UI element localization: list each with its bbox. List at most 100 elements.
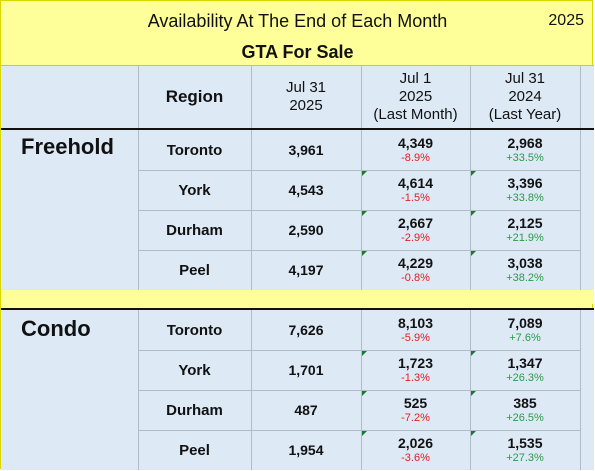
last-year-cell: 1,535 +27.3%	[470, 430, 580, 470]
table-row: Toronto 3,961 4,349 -8.9% 2,968 +33.5%	[1, 130, 594, 170]
last-year-change: +7.6%	[509, 332, 541, 344]
last-year-value: 3,396	[507, 175, 543, 191]
last-year-change: +26.5%	[506, 412, 544, 424]
last-year-value: 385	[513, 395, 537, 411]
comment-marker-icon	[471, 211, 476, 216]
last-year-value: 1,535	[507, 435, 543, 451]
current-cell: 1,954	[251, 430, 361, 470]
table-row: Peel 4,197 4,229 -0.8% 3,038 +38.2%	[1, 250, 594, 290]
last-month-cell: 2,667 -2.9%	[361, 210, 470, 250]
row-divider	[1, 65, 594, 66]
comment-marker-icon	[471, 171, 476, 176]
column-divider	[361, 65, 362, 128]
current-value: 7,626	[288, 322, 324, 338]
last-month-value: 2,026	[397, 435, 434, 451]
last-month-value: 4,614	[397, 175, 434, 191]
last-year-value: 2,125	[507, 215, 543, 231]
region-cell: Durham	[138, 210, 251, 250]
region-name: Peel	[179, 261, 210, 279]
table-row: Peel 1,954 2,026 -3.6% 1,535 +27.3%	[1, 430, 594, 470]
last-year-change: +21.9%	[506, 232, 544, 244]
last-year-change: +26.3%	[506, 372, 544, 384]
column-divider	[138, 65, 139, 128]
divider	[1, 308, 594, 310]
region-name: Toronto	[166, 321, 223, 339]
row-divider	[138, 250, 580, 251]
comment-marker-icon	[362, 391, 367, 396]
last-month-change: -1.5%	[401, 192, 430, 204]
table-row: Durham 487 525 -7.2% 385 +26.5%	[1, 390, 594, 430]
comment-marker-icon	[362, 211, 367, 216]
current-cell: 1,701	[251, 350, 361, 390]
last-year-value: 1,347	[507, 355, 543, 371]
last-year-value: 2,968	[507, 135, 543, 151]
subtitle-row: GTA For Sale	[1, 41, 594, 65]
region-cell: Toronto	[138, 130, 251, 170]
current-cell: 7,626	[251, 310, 361, 350]
current-value: 1,701	[288, 362, 324, 378]
row-divider	[138, 170, 580, 171]
last-year-cell: 2,968 +33.5%	[470, 130, 580, 170]
column-divider	[470, 65, 471, 128]
comment-marker-icon	[362, 171, 367, 176]
current-value: 2,590	[288, 222, 324, 238]
last-month-change: -3.6%	[401, 452, 430, 464]
last-year-change: +38.2%	[506, 272, 544, 284]
last-month-change: -1.3%	[401, 372, 430, 384]
column-divider	[251, 65, 252, 128]
last-month-value: 1,723	[397, 355, 434, 371]
column-divider	[580, 130, 581, 290]
column-divider	[580, 65, 581, 128]
last-month-cell: 2,026 -3.6%	[361, 430, 470, 470]
title-row: Availability At The End of Each Month 20…	[1, 1, 594, 41]
divider	[1, 128, 594, 130]
section-label: Freehold	[21, 134, 114, 159]
last-year-value: 3,038	[507, 255, 543, 271]
region-name: Durham	[166, 401, 223, 419]
last-year-change: +33.5%	[506, 152, 544, 164]
header-last-month-year: 2025	[398, 88, 433, 105]
region-cell: Toronto	[138, 310, 251, 350]
comment-marker-icon	[362, 351, 367, 356]
last-year-cell: 3,038 +38.2%	[470, 250, 580, 290]
table-header: Region Jul 31 2025 Jul 1 2025 (Last Mont…	[1, 65, 594, 129]
table-row: York 4,543 4,614 -1.5% 3,396 +33.8%	[1, 170, 594, 210]
last-month-change: -8.9%	[401, 152, 430, 164]
last-month-value: 4,349	[397, 135, 434, 151]
page-title: Availability At The End of Each Month	[147, 11, 448, 31]
last-year-change: +27.3%	[506, 452, 544, 464]
last-month-change: -2.9%	[401, 232, 430, 244]
column-divider	[580, 310, 581, 470]
row-divider	[138, 350, 580, 351]
last-month-change: -5.9%	[401, 332, 430, 344]
header-last-year-date: Jul 31	[504, 70, 546, 87]
last-month-change: -0.8%	[401, 272, 430, 284]
current-value: 487	[294, 402, 318, 418]
table-row: York 1,701 1,723 -1.3% 1,347 +26.3%	[1, 350, 594, 390]
comment-marker-icon	[471, 351, 476, 356]
last-month-cell: 1,723 -1.3%	[361, 350, 470, 390]
header-current-month: Jul 31	[285, 79, 327, 96]
region-name: York	[178, 181, 211, 199]
region-name: York	[178, 361, 211, 379]
current-value: 1,954	[288, 442, 324, 458]
comment-marker-icon	[362, 431, 367, 436]
region-cell: York	[138, 350, 251, 390]
comment-marker-icon	[471, 431, 476, 436]
last-month-change: -7.2%	[401, 412, 430, 424]
last-year-cell: 7,089 +7.6%	[470, 310, 580, 350]
last-month-cell: 4,614 -1.5%	[361, 170, 470, 210]
current-cell: 4,543	[251, 170, 361, 210]
header-current: Jul 31 2025	[251, 65, 361, 129]
header-last-month-date: Jul 1	[399, 70, 432, 87]
region-name: Durham	[166, 221, 223, 239]
region-cell: Peel	[138, 250, 251, 290]
current-cell: 3,961	[251, 130, 361, 170]
row-divider	[138, 430, 580, 431]
current-cell: 2,590	[251, 210, 361, 250]
region-name: Peel	[179, 441, 210, 459]
last-year-cell: 385 +26.5%	[470, 390, 580, 430]
region-cell: York	[138, 170, 251, 210]
row-divider	[138, 390, 580, 391]
